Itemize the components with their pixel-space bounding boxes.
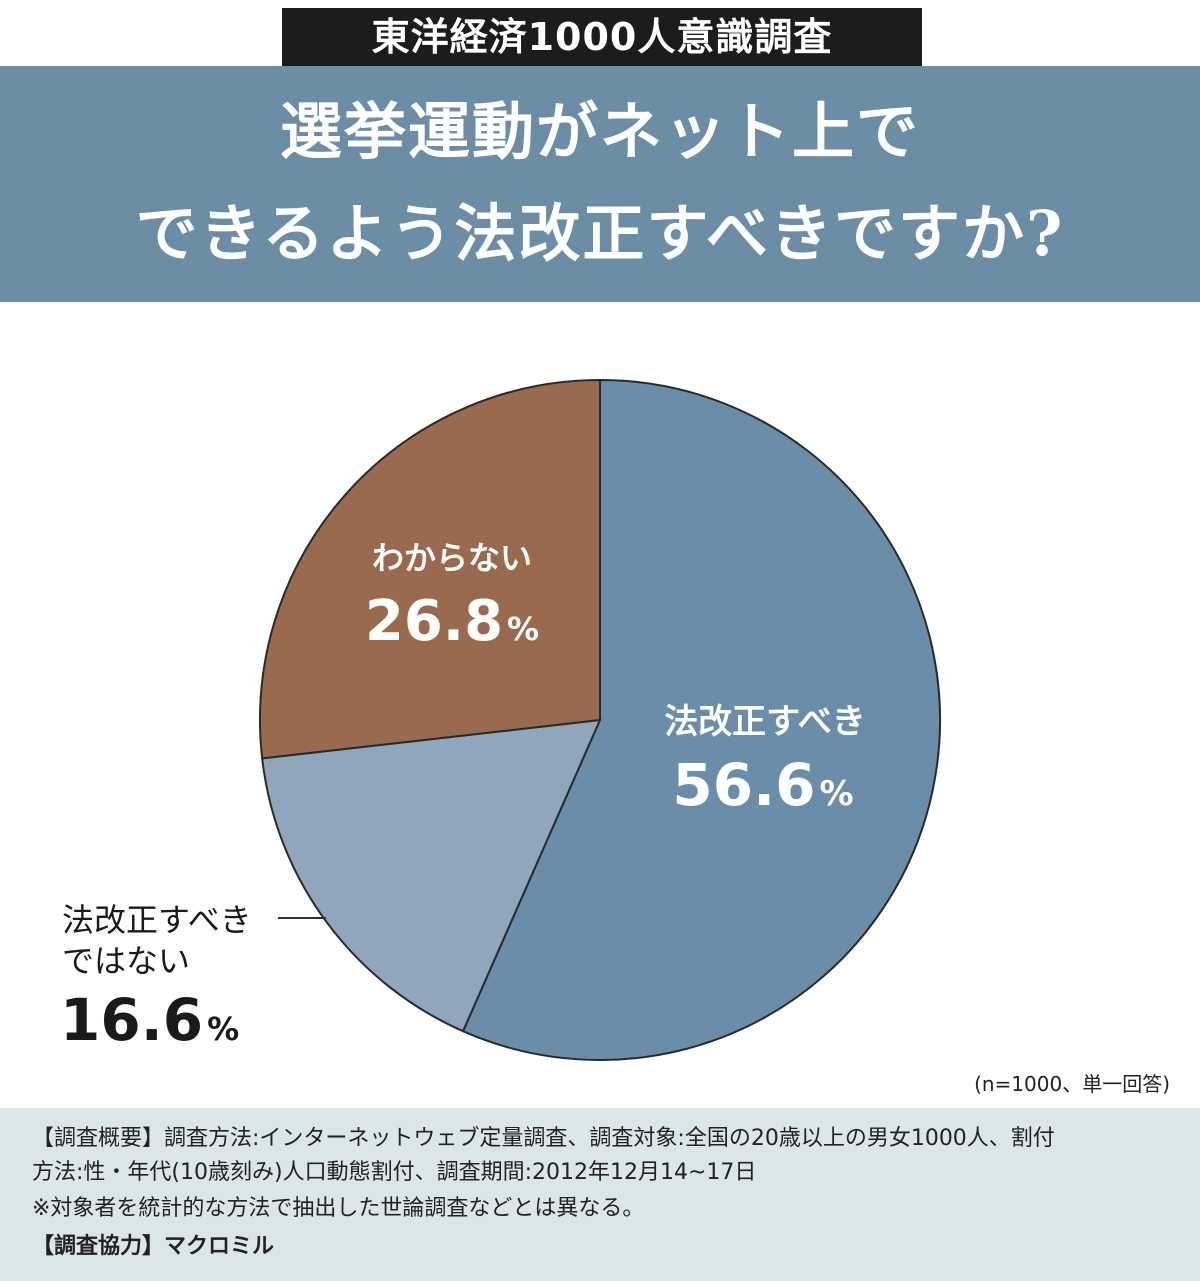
slice-label-no-line-1: 法改正すべき [62,901,252,939]
chart-title-line-2: できるよう法改正すべきですか? [135,197,1065,270]
slice-label-no-line-2: ではない [62,942,190,980]
survey-summary-panel [0,1108,1200,1281]
slice-value-yes: 56.6% [672,751,853,819]
pie-slice-yes [461,378,942,1061]
pct-no: % [207,1010,239,1048]
summary-line-1: 【調査概要】調査方法:インターネットウェブ定量調査、調査対象:全国の20歳以上の… [32,1126,1055,1151]
value-unknown: 26.8 [365,589,503,654]
survey-badge: 東洋経済1000人意識調査 [282,8,922,66]
summary-line-3: ※対象者を統計的な方法で抽出した世論調査などとは異なる。 [32,1196,645,1221]
slice-value-no: 16.6% [60,986,239,1054]
chart-title-line-1: 選挙運動がネット上で [279,95,920,168]
slice-value-unknown: 26.8% [365,589,539,654]
value-no: 16.6 [60,986,203,1054]
sample-note: (n=1000、単一回答) [974,1072,1170,1096]
survey-cooperation: 【調査協力】マクロミル [32,1234,275,1259]
slice-label-yes: 法改正すべき [664,702,866,742]
slice-label-unknown: わからない [372,539,532,577]
pie-chart: 法改正すべき 56.6% わからない 26.8% 法改正すべき ではない 16.… [60,378,942,1061]
pct-unknown: % [507,610,539,648]
value-yes: 56.6 [672,751,815,819]
title-band [0,66,1200,302]
pie-slice-no [261,718,602,1033]
pie-slice-unknown [259,378,601,760]
summary-line-2: 方法:性・年代(10歳刻み)人口動態割付、調査期間:2012年12月14~17日 [32,1160,757,1185]
pct-yes: % [820,774,854,814]
